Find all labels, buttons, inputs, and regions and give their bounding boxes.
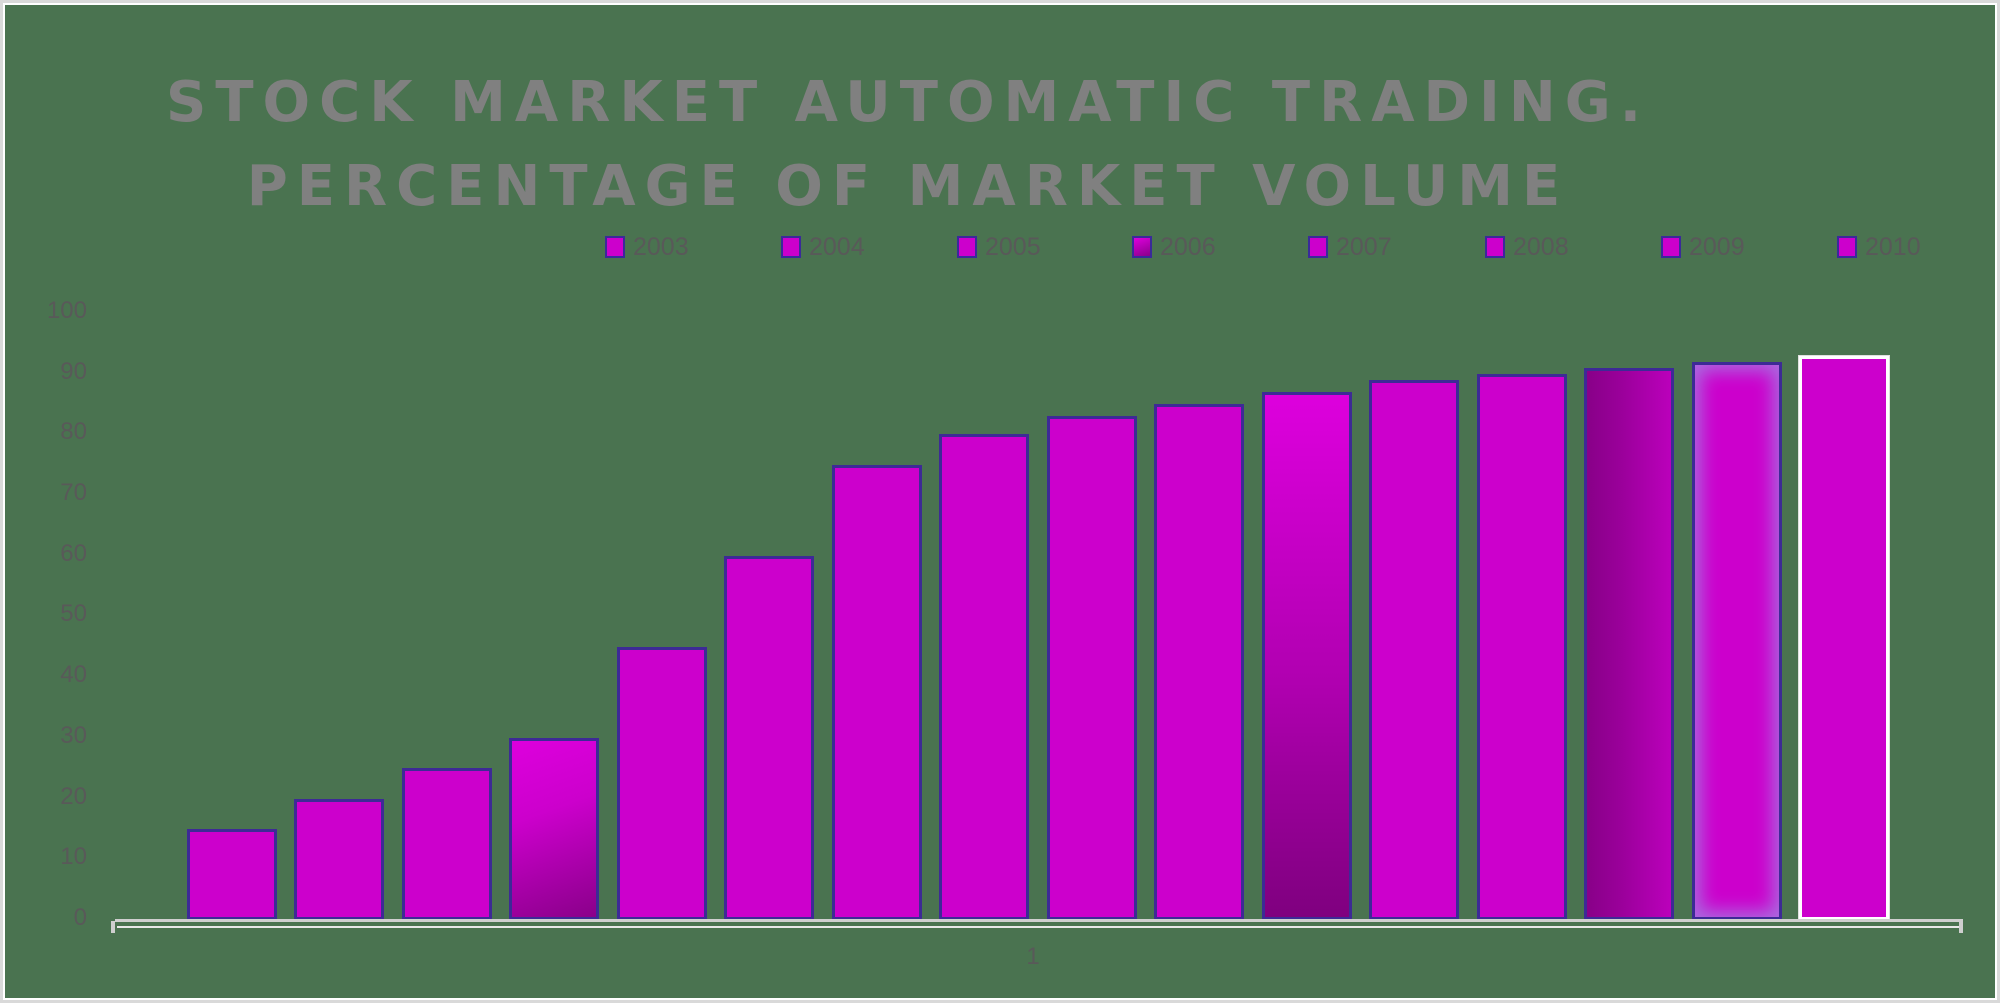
y-tick-50: 50 [60, 600, 87, 627]
bar-2009 [832, 465, 922, 920]
legend-swatch-icon [1837, 236, 1857, 258]
legend-swatch-icon [781, 236, 801, 258]
legend-item-2006: 2006 [1132, 231, 1216, 263]
x-axis-line-shadow [117, 926, 1963, 928]
legend-item-2007: 2007 [1308, 231, 1392, 263]
bar-2004 [294, 799, 384, 920]
y-tick-20: 20 [60, 783, 87, 810]
bar-extra-10 [1154, 404, 1244, 920]
bar-2008 [724, 556, 814, 920]
y-tick-90: 90 [60, 358, 87, 385]
legend-swatch-icon [605, 236, 625, 258]
x-axis-line [115, 919, 1963, 922]
y-tick-10: 10 [60, 843, 87, 870]
legend-label: 2005 [985, 232, 1041, 261]
legend-label: 2010 [1865, 232, 1921, 261]
legend-swatch-icon [1132, 236, 1152, 258]
bar-2003 [187, 829, 277, 920]
bar-extra-16 [1798, 355, 1890, 921]
bar-extra-11 [1262, 392, 1352, 920]
y-tick-80: 80 [60, 418, 87, 445]
legend-label: 2007 [1336, 232, 1392, 261]
legend-label: 2008 [1513, 232, 1569, 261]
bar-extra-15 [1692, 362, 1782, 920]
y-tick-40: 40 [60, 661, 87, 688]
legend-label: 2004 [809, 232, 865, 261]
y-tick-100: 100 [46, 297, 87, 324]
bar-2010 [939, 434, 1029, 920]
chart-title-line-2: PERCENTAGE OF MARKET VOLUME [246, 154, 1570, 219]
legend-item-2008: 2008 [1485, 231, 1569, 263]
chart-title: STOCK MARKET AUTOMATIC TRADING. PERCENTA… [3, 61, 1813, 229]
legend-swatch-icon [957, 236, 977, 258]
bar-extra-12 [1369, 380, 1459, 920]
bar-extra-14 [1584, 368, 1674, 920]
legend-swatch-icon [1485, 236, 1505, 258]
y-tick-70: 70 [60, 479, 87, 506]
legend-swatch-icon [1308, 236, 1328, 258]
legend-item-2010: 2010 [1837, 231, 1921, 263]
legend-swatch-icon [1661, 236, 1681, 258]
legend-item-2005: 2005 [957, 231, 1041, 263]
legend-label: 2009 [1689, 232, 1745, 261]
bar-extra-13 [1477, 374, 1567, 920]
legend-item-2003: 2003 [605, 231, 689, 263]
y-tick-60: 60 [60, 540, 87, 567]
bar-2007 [617, 647, 707, 920]
bar-extra-9 [1047, 416, 1137, 920]
legend-item-2009: 2009 [1661, 231, 1745, 263]
bar-2006 [509, 738, 599, 920]
bar-2005 [402, 768, 492, 920]
legend-label: 2003 [633, 232, 689, 261]
legend-item-2004: 2004 [781, 231, 865, 263]
legend: 2003 2004 2005 2006 2007 2008 2009 2010 [3, 231, 2000, 263]
x-category-label: 1 [1026, 943, 1040, 970]
legend-label: 2006 [1160, 232, 1216, 261]
y-tick-30: 30 [60, 722, 87, 749]
y-tick-0: 0 [73, 904, 87, 931]
x-axis-tick-left [111, 921, 115, 933]
chart-title-line-1: STOCK MARKET AUTOMATIC TRADING. [166, 70, 1650, 135]
x-axis-tick-right [1959, 921, 1963, 933]
